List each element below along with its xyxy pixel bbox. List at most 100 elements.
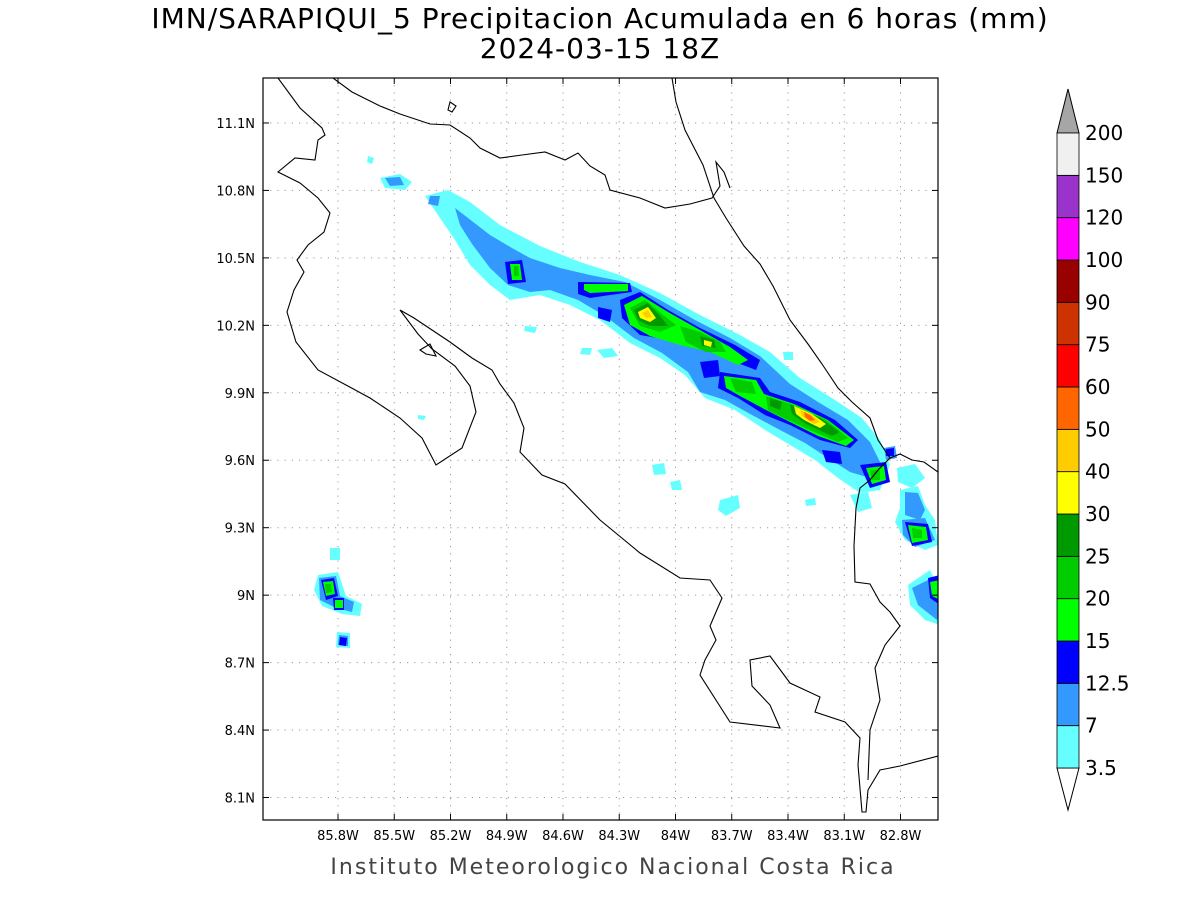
precip-area [700,360,720,378]
colorbar-swatch [1056,217,1080,261]
colorbar-level-label: 200 [1085,121,1123,145]
precip-area [783,352,793,360]
colorbar-level-label: 150 [1085,163,1123,187]
map-frame [262,77,939,821]
lat-tick-label: 8.4N [225,724,255,739]
lon-tick-label: 85.8W [317,829,359,844]
axis-labels: 85.8W 85.5W 85.2W 84.9W 84.6W 84.3W 84W 83.7W 83… [216,78,938,844]
colorbar-swatch [1056,725,1080,769]
precip-area [580,348,592,355]
footer-credit: Instituto Meteorologico Nacional Costa R… [330,855,896,880]
colorbar-level-label: 50 [1085,417,1110,441]
colorbar-level-label: 40 [1085,460,1110,484]
lon-tick-label: 84.9W [486,829,528,844]
precip-area [897,464,925,488]
precip-area [597,348,618,358]
precip-area [418,415,426,420]
lon-tick-label: 84.3W [598,829,640,844]
colorbar-swatch [1056,259,1080,303]
colorbar-swatch [1056,640,1080,684]
lat-tick-label: 10.8N [216,184,255,199]
precip-area [804,412,815,421]
caribbean-coastline [671,78,891,459]
colorbar-swatch [1056,513,1080,557]
colorbar-under-triangle [1056,767,1080,812]
precip-area [912,528,922,538]
precip-area [367,156,374,164]
lon-tick-label: 83.1W [823,829,865,844]
precip-area [652,463,666,475]
colorbar-swatch [1056,301,1080,346]
precip-area [886,448,894,456]
panama-coast [889,453,938,473]
lon-tick-label: 85.5W [373,829,415,844]
precip-area [428,196,440,206]
precip-area [718,495,740,516]
island-outline [447,101,457,113]
coastlines [276,78,938,813]
lon-tick-label: 85.2W [430,829,472,844]
lat-tick-label: 9.3N [225,522,255,537]
colorbar-level-label: 25 [1085,544,1110,568]
colorbar-swatch [1056,598,1080,642]
precip-area [325,584,332,593]
colorbar-level-label: 3.5 [1085,756,1117,780]
colorbar-swatch [1056,471,1080,515]
lon-tick-label: 83.4W [767,829,809,844]
precip-area [514,266,519,276]
lat-tick-label: 9.9N [225,387,255,402]
lon-tick-label: 82.8W [880,829,922,844]
pacific-coastline [276,78,938,813]
lon-tick-label: 83.7W [711,829,753,844]
colorbar-swatch [1056,344,1080,388]
precip-area [385,177,404,186]
colorbar-over-triangle [1056,88,1080,134]
lon-tick-label: 84.6W [542,829,584,844]
precip-area [330,548,340,560]
colorbar-level-label: 100 [1085,248,1123,272]
colorbar-swatch [1056,386,1080,430]
precip-area [339,637,347,646]
lat-tick-label: 10.5N [216,252,255,267]
lat-tick-label: 10.2N [216,319,255,334]
precip-area [335,600,343,608]
precip-area [670,480,682,490]
precip-area [770,398,782,410]
colorbar-level-label: 15 [1085,629,1110,653]
precipitation-field [314,156,938,648]
colorbar-swatch [1056,682,1080,727]
precip-area [704,340,712,347]
precip-area [584,284,628,293]
lon-tick-label: 84W [661,829,691,844]
lat-tick-label: 9N [237,589,255,604]
colorbar-swatch [1056,428,1080,473]
colorbar-swatch [1056,132,1080,176]
precip-area [730,378,756,394]
precip-area [930,580,938,599]
colorbar-level-label: 12.5 [1085,671,1130,695]
precip-area [805,498,816,506]
precip-area [524,326,537,333]
precip-area [598,307,612,322]
precip-area [642,310,652,318]
lat-tick-label: 8.7N [225,657,255,672]
colorbar-level-label: 60 [1085,375,1110,399]
colorbar: 3.5 7 12.5 15 20 25 30 40 50 60 75 90 100 120 150 200 [1056,88,1130,812]
lat-tick-label: 8.1N [225,792,255,807]
lat-tick-label: 11.1N [216,117,255,132]
colorbar-level-label: 120 [1085,206,1123,230]
precip-area [822,450,842,464]
map-title: IMN/SARAPIQUI_5 Precipitacion Acumulada … [151,2,1049,35]
colorbar-level-label: 90 [1085,290,1110,314]
precip-area [905,492,925,520]
colorbar-swatch [1056,174,1080,219]
colorbar-level-label: 30 [1085,502,1110,526]
colorbar-level-label: 7 [1085,714,1098,738]
panama-border [853,457,901,781]
lat-tick-label: 9.6N [225,454,255,469]
map-date: 2024-03-15 18Z [479,32,721,65]
precip-area [850,492,872,512]
colorbar-level-label: 20 [1085,587,1110,611]
colorbar-level-label: 75 [1085,333,1110,357]
